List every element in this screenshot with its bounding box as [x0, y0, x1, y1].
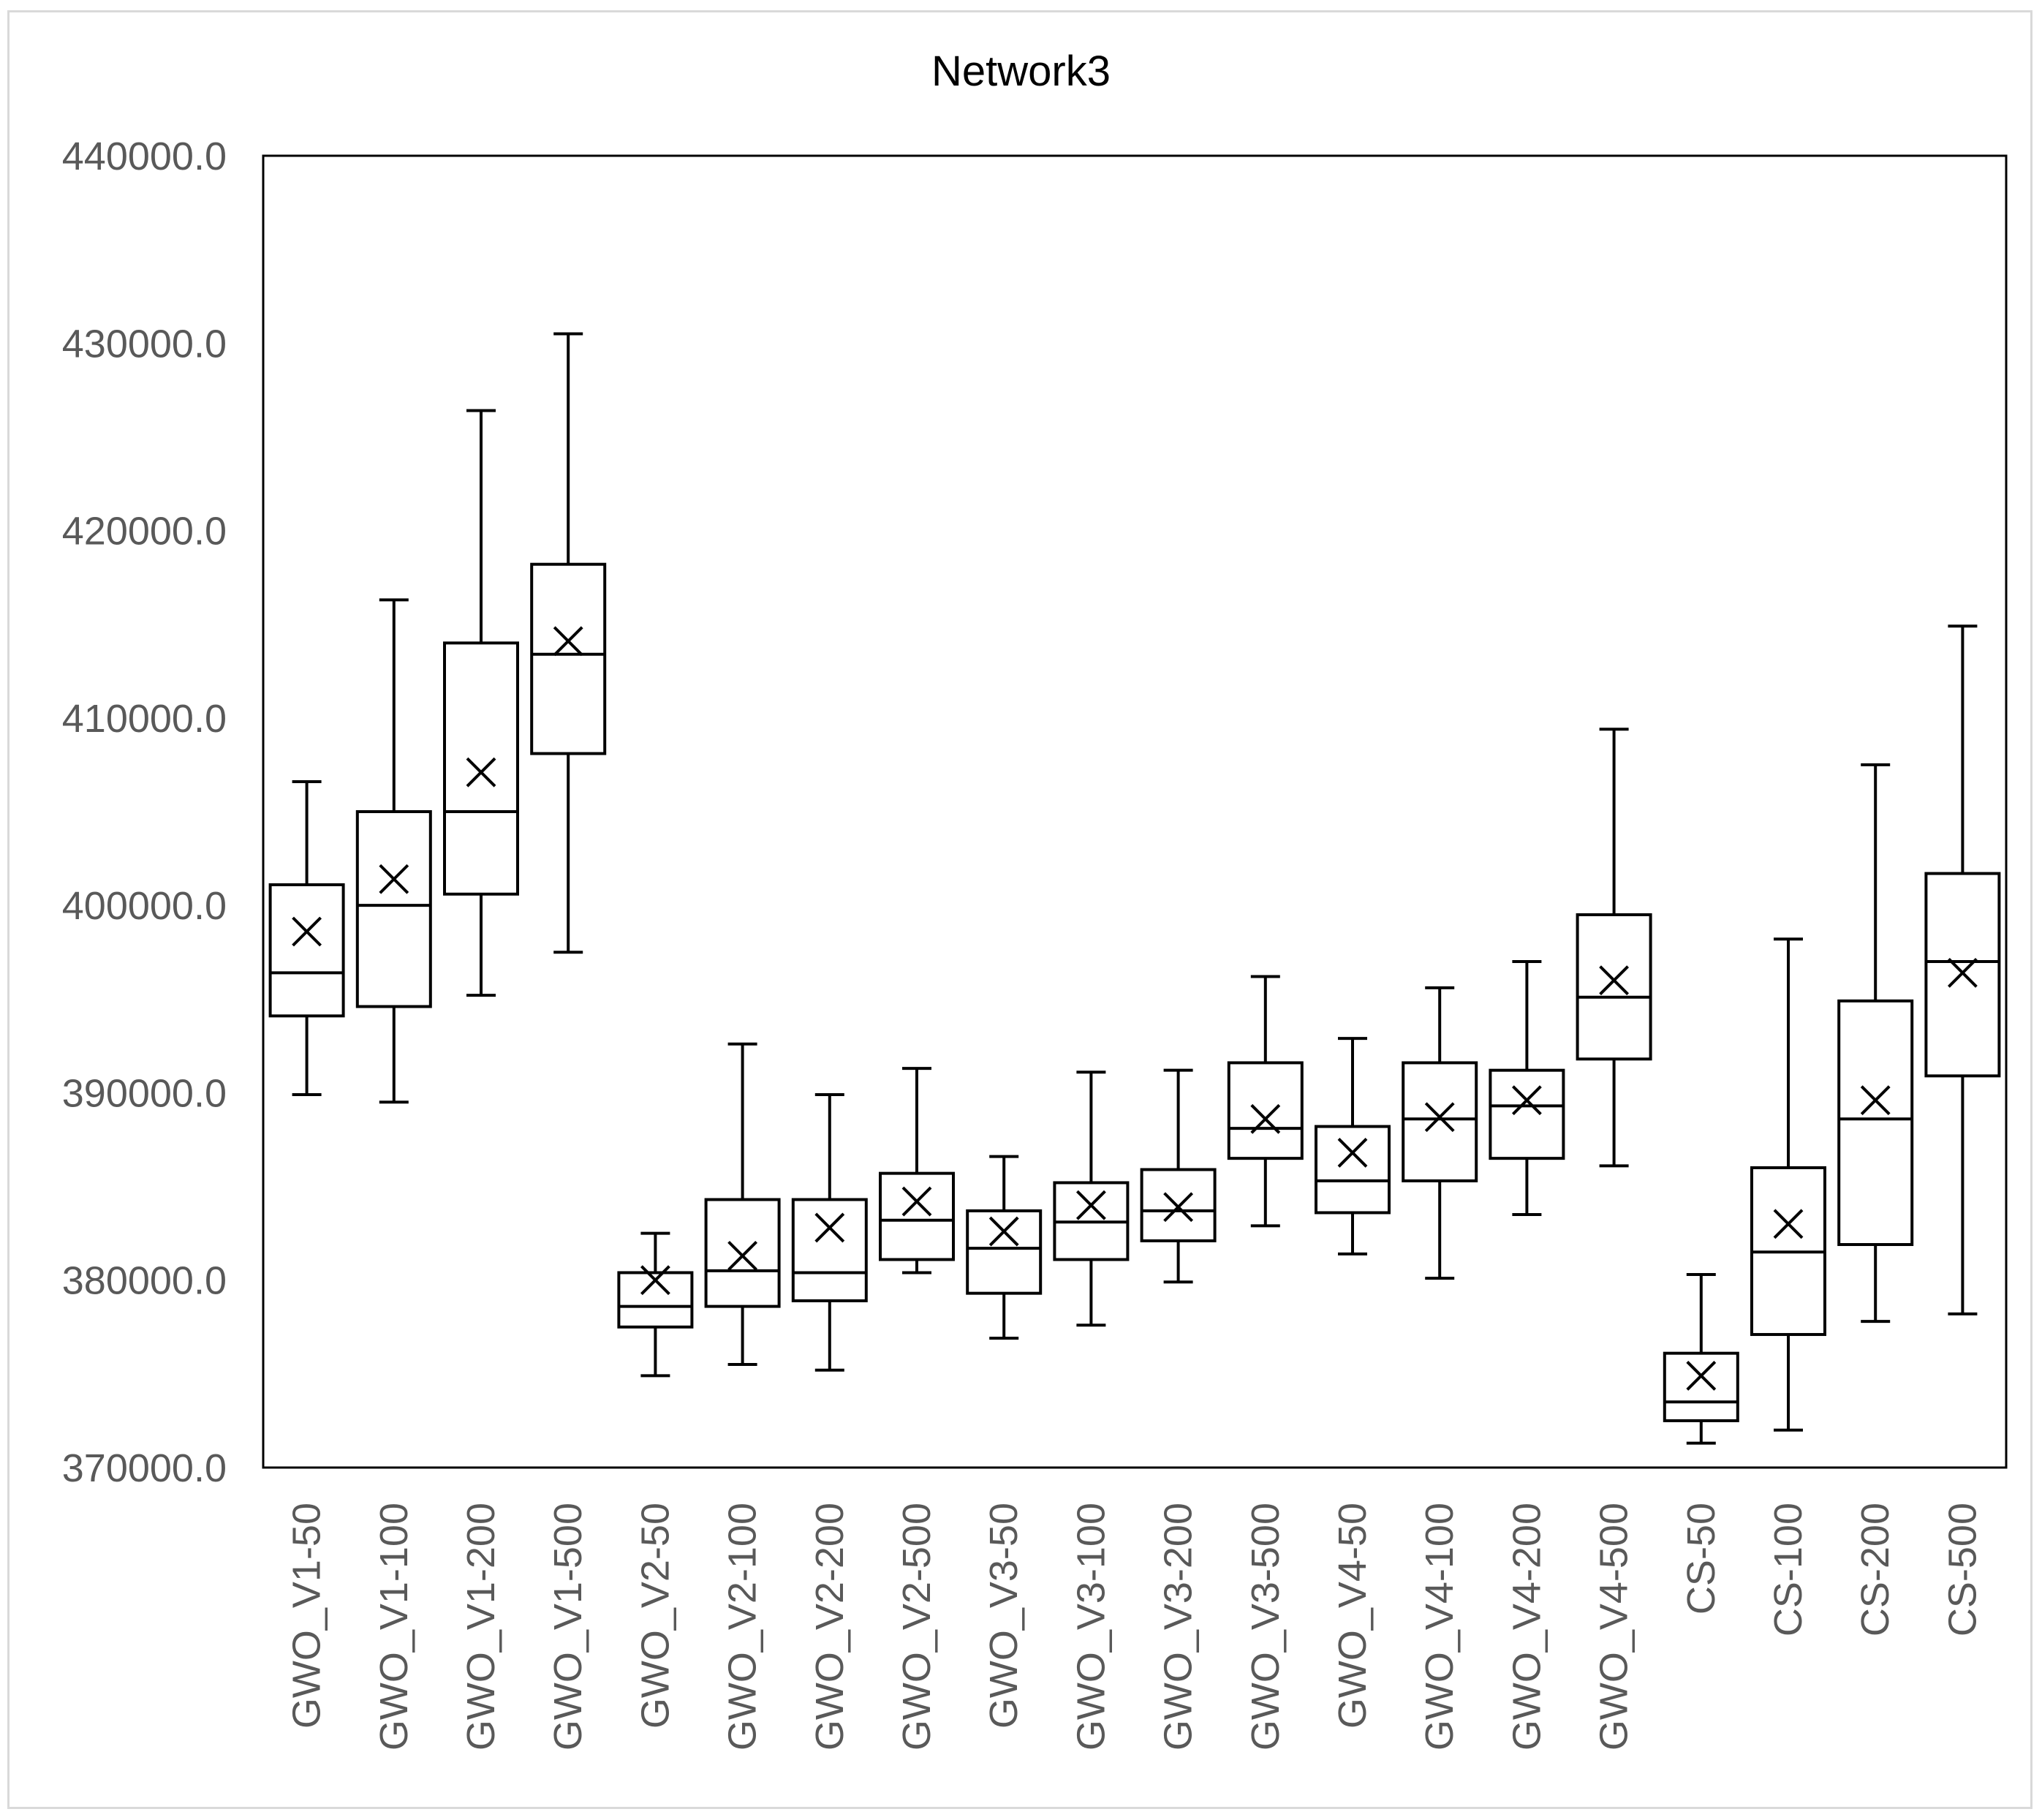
box-GWO_V2-100: [704, 1042, 781, 1367]
y-tick-label: 410000.0: [62, 697, 227, 741]
box-GWO_V1-500: [530, 332, 607, 954]
iqr-box: [530, 562, 607, 755]
iqr-box: [1227, 1061, 1304, 1160]
mean-marker: [1773, 1209, 1804, 1239]
x-tick-label: GWO_V1-100: [372, 1503, 416, 1751]
x-tick-label: GWO_V4-50: [1331, 1503, 1374, 1729]
mean-marker: [814, 1212, 845, 1243]
iqr-box: [1489, 1068, 1565, 1160]
x-tick-label: GWO_V3-500: [1244, 1503, 1287, 1751]
mean-marker: [1075, 1190, 1106, 1220]
x-tick-label: GWO_V2-50: [633, 1503, 677, 1729]
iqr-box: [1663, 1351, 1739, 1422]
x-tick-label: GWO_V1-200: [459, 1503, 503, 1751]
x-tick-label: CS-50: [1679, 1503, 1723, 1615]
x-tick-label: GWO_V1-500: [546, 1503, 590, 1751]
iqr-box: [966, 1209, 1043, 1295]
box-GWO_V1-200: [443, 409, 519, 997]
x-tick-label: GWO_V2-200: [808, 1503, 852, 1751]
box-GWO_V1-100: [355, 598, 432, 1104]
x-tick-label: CS-200: [1853, 1503, 1897, 1636]
x-tick-label: GWO_V4-100: [1418, 1503, 1461, 1751]
y-tick-label: 370000.0: [62, 1446, 227, 1490]
box-GWO_V2-50: [617, 1231, 694, 1378]
mean-marker: [640, 1265, 670, 1296]
box-series: [268, 332, 2001, 1445]
mean-marker: [727, 1240, 758, 1271]
x-tick-label: GWO_V2-100: [721, 1503, 765, 1751]
iqr-box: [443, 641, 519, 896]
iqr-box: [1837, 999, 1914, 1247]
box-CS-100: [1750, 937, 1826, 1432]
box-CS-50: [1663, 1273, 1739, 1445]
x-tick-label: GWO_V3-100: [1069, 1503, 1113, 1751]
mean-marker: [1424, 1102, 1455, 1133]
box-GWO_V4-500: [1576, 728, 1652, 1168]
iqr-box: [1315, 1125, 1391, 1215]
mean-marker: [1163, 1192, 1194, 1223]
box-GWO_V4-100: [1402, 986, 1478, 1280]
mean-marker: [1511, 1085, 1542, 1116]
iqr-box: [1402, 1061, 1478, 1182]
x-tick-label: GWO_V3-50: [982, 1503, 1026, 1729]
box-GWO_V3-100: [1053, 1071, 1130, 1327]
plot-area: [262, 154, 2008, 1469]
mean-marker: [1947, 957, 1978, 988]
box-GWO_V2-200: [791, 1092, 868, 1372]
iqr-box: [704, 1198, 781, 1308]
mean-marker: [466, 757, 496, 788]
iqr-box: [879, 1171, 955, 1261]
box-CS-200: [1837, 763, 1914, 1324]
x-tick-label: CS-100: [1766, 1503, 1810, 1636]
box-GWO_V4-200: [1489, 960, 1565, 1217]
mean-marker: [553, 626, 583, 657]
y-axis-ticks: 370000.0 380000.0 390000.0 400000.0 410000.0…: [62, 135, 227, 1490]
box-GWO_V4-50: [1315, 1037, 1391, 1256]
mean-marker: [1686, 1361, 1717, 1391]
x-axis-ticks: GWO_V1-50 GWO_V1-100 GWO_V1-200 GWO_V1-500 G…: [285, 1503, 1985, 1751]
y-tick-label: 400000.0: [62, 884, 227, 928]
box-CS-500: [1924, 624, 2001, 1315]
box-GWO_V3-50: [966, 1155, 1043, 1340]
mean-marker: [1860, 1085, 1891, 1116]
x-tick-label: GWO_V3-200: [1157, 1503, 1200, 1751]
box-GWO_V3-500: [1227, 975, 1304, 1228]
x-tick-label: GWO_V4-200: [1505, 1503, 1548, 1751]
mean-marker: [901, 1186, 932, 1217]
iqr-box: [268, 883, 345, 1018]
y-tick-label: 380000.0: [62, 1259, 227, 1303]
chart-frame: [7, 10, 2032, 1809]
chart-title: Network3: [931, 48, 1111, 95]
iqr-box: [791, 1198, 868, 1302]
x-tick-label: GWO_V4-500: [1592, 1503, 1636, 1751]
box-GWO_V3-200: [1140, 1068, 1217, 1284]
mean-marker: [988, 1216, 1019, 1247]
mean-marker: [1337, 1138, 1368, 1168]
x-tick-label: CS-500: [1940, 1503, 1984, 1636]
y-tick-label: 430000.0: [62, 322, 227, 366]
box-GWO_V2-500: [879, 1067, 955, 1275]
x-tick-label: GWO_V1-50: [285, 1503, 329, 1729]
mean-marker: [1250, 1103, 1281, 1134]
mean-marker: [292, 916, 322, 947]
iqr-box: [355, 810, 432, 1008]
x-tick-label: GWO_V2-500: [895, 1503, 939, 1751]
box-GWO_V1-50: [268, 779, 345, 1096]
y-tick-label: 390000.0: [62, 1071, 227, 1115]
y-tick-label: 440000.0: [62, 135, 227, 178]
iqr-box: [1576, 913, 1652, 1061]
mean-marker: [1599, 965, 1630, 996]
y-tick-label: 420000.0: [62, 510, 227, 554]
mean-marker: [379, 864, 409, 894]
